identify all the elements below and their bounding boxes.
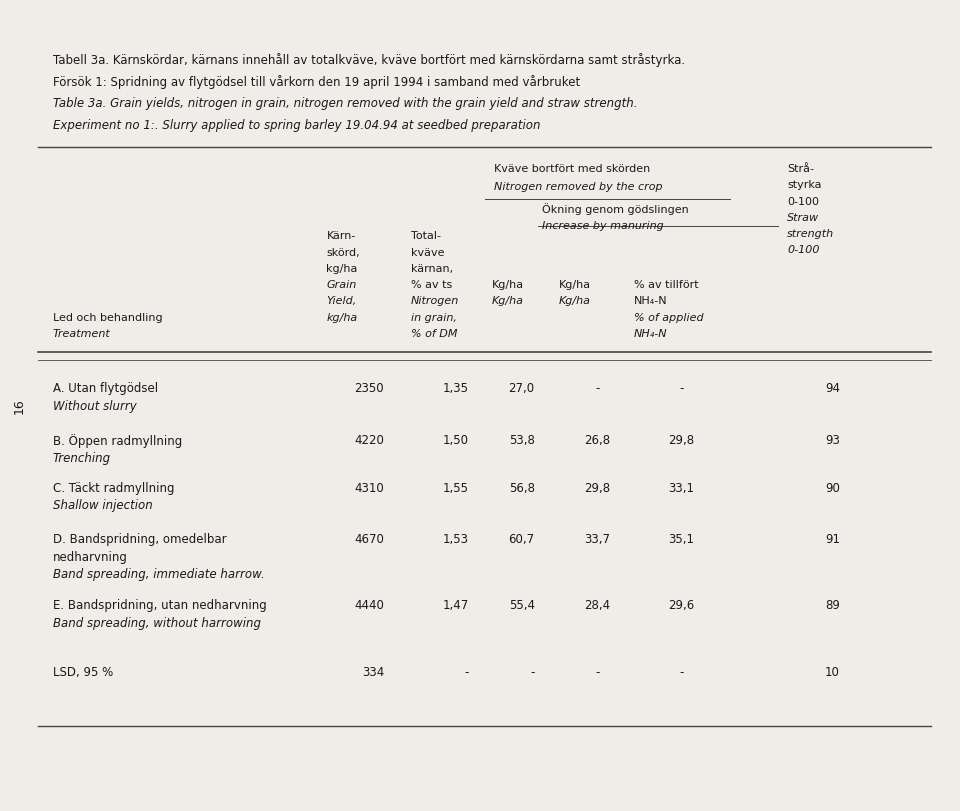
Text: 1,55: 1,55 (443, 481, 468, 494)
Text: % av ts: % av ts (411, 280, 452, 290)
Text: Treatment: Treatment (53, 328, 110, 338)
Text: Kg/ha: Kg/ha (492, 280, 523, 290)
Text: Band spreading, without harrowing: Band spreading, without harrowing (53, 616, 261, 629)
Text: kg/ha: kg/ha (326, 312, 358, 322)
Text: Trenching: Trenching (53, 452, 111, 465)
Text: Experiment no 1:. Slurry applied to spring barley 19.04.94 at seedbed preparatio: Experiment no 1:. Slurry applied to spri… (53, 118, 540, 131)
Text: -: - (530, 665, 535, 678)
Text: 28,4: 28,4 (584, 599, 611, 611)
Text: 4310: 4310 (354, 481, 384, 494)
Text: in grain,: in grain, (411, 312, 457, 322)
Text: 29,8: 29,8 (584, 481, 611, 494)
Text: 91: 91 (825, 532, 840, 545)
Text: 0-100: 0-100 (787, 245, 820, 255)
Text: 29,6: 29,6 (668, 599, 695, 611)
Text: % of applied: % of applied (634, 312, 704, 322)
Text: -: - (595, 381, 599, 394)
Text: 93: 93 (826, 434, 840, 447)
Text: 1,47: 1,47 (443, 599, 468, 611)
Text: skörd,: skörd, (326, 247, 360, 257)
Text: Grain: Grain (326, 280, 357, 290)
Text: 16: 16 (12, 397, 26, 414)
Text: -: - (680, 381, 684, 394)
Text: Led och behandling: Led och behandling (53, 312, 162, 322)
Text: Nitrogen: Nitrogen (411, 296, 459, 306)
Text: 35,1: 35,1 (668, 532, 695, 545)
Text: D. Bandspridning, omedelbar: D. Bandspridning, omedelbar (53, 532, 227, 545)
Text: 10: 10 (826, 665, 840, 678)
Text: 29,8: 29,8 (668, 434, 695, 447)
Text: Without slurry: Without slurry (53, 399, 136, 412)
Text: 33,7: 33,7 (584, 532, 611, 545)
Text: 4440: 4440 (354, 599, 384, 611)
Text: 89: 89 (826, 599, 840, 611)
Text: kärnan,: kärnan, (411, 264, 453, 273)
Text: Straw: Straw (787, 212, 819, 222)
Text: 55,4: 55,4 (509, 599, 535, 611)
Text: E. Bandspridning, utan nedharvning: E. Bandspridning, utan nedharvning (53, 599, 267, 611)
Text: Increase by manuring: Increase by manuring (542, 221, 664, 230)
Text: 90: 90 (826, 481, 840, 494)
Text: Försök 1: Spridning av flytgödsel till vårkorn den 19 april 1994 i samband med v: Försök 1: Spridning av flytgödsel till v… (53, 75, 580, 88)
Text: -: - (595, 665, 599, 678)
Text: 26,8: 26,8 (584, 434, 611, 447)
Text: -: - (680, 665, 684, 678)
Text: Strå-: Strå- (787, 164, 814, 174)
Text: 4670: 4670 (354, 532, 384, 545)
Text: Ökning genom gödslingen: Ökning genom gödslingen (542, 203, 689, 215)
Text: Kg/ha: Kg/ha (492, 296, 523, 306)
Text: Band spreading, immediate harrow.: Band spreading, immediate harrow. (53, 568, 265, 581)
Text: 334: 334 (362, 665, 384, 678)
Text: Nitrogen removed by the crop: Nitrogen removed by the crop (494, 182, 663, 191)
Text: styrka: styrka (787, 180, 822, 190)
Text: Tabell 3a. Kärnskördar, kärnans innehåll av totalkväve, kväve bortfört med kärns: Tabell 3a. Kärnskördar, kärnans innehåll… (53, 53, 684, 67)
Text: NH₄-N: NH₄-N (634, 328, 667, 338)
Text: strength: strength (787, 229, 834, 238)
Text: Kväve bortfört med skörden: Kväve bortfört med skörden (494, 164, 651, 174)
Text: kg/ha: kg/ha (326, 264, 358, 273)
Text: % av tillfört: % av tillfört (634, 280, 698, 290)
Text: % of DM: % of DM (411, 328, 457, 338)
Text: nedharvning: nedharvning (53, 550, 128, 563)
Text: 2350: 2350 (354, 381, 384, 394)
Text: A. Utan flytgödsel: A. Utan flytgödsel (53, 381, 158, 394)
Text: Kg/ha: Kg/ha (559, 296, 590, 306)
Text: C. Täckt radmyllning: C. Täckt radmyllning (53, 481, 175, 494)
Text: Kg/ha: Kg/ha (559, 280, 590, 290)
Text: 4220: 4220 (354, 434, 384, 447)
Text: Table 3a. Grain yields, nitrogen in grain, nitrogen removed with the grain yield: Table 3a. Grain yields, nitrogen in grai… (53, 97, 637, 109)
Text: -: - (464, 665, 468, 678)
Text: kväve: kväve (411, 247, 444, 257)
Text: 27,0: 27,0 (509, 381, 535, 394)
Text: 1,35: 1,35 (443, 381, 468, 394)
Text: Total-: Total- (411, 231, 441, 241)
Text: LSD, 95 %: LSD, 95 % (53, 665, 113, 678)
Text: 53,8: 53,8 (509, 434, 535, 447)
Text: 60,7: 60,7 (509, 532, 535, 545)
Text: 56,8: 56,8 (509, 481, 535, 494)
Text: B. Öppen radmyllning: B. Öppen radmyllning (53, 434, 182, 448)
Text: NH₄-N: NH₄-N (634, 296, 667, 306)
Text: 33,1: 33,1 (668, 481, 695, 494)
Text: 0-100: 0-100 (787, 196, 819, 206)
Text: Kärn-: Kärn- (326, 231, 356, 241)
Text: 1,50: 1,50 (443, 434, 468, 447)
Text: Shallow injection: Shallow injection (53, 499, 153, 512)
Text: Yield,: Yield, (326, 296, 357, 306)
Text: 94: 94 (825, 381, 840, 394)
Text: 1,53: 1,53 (443, 532, 468, 545)
